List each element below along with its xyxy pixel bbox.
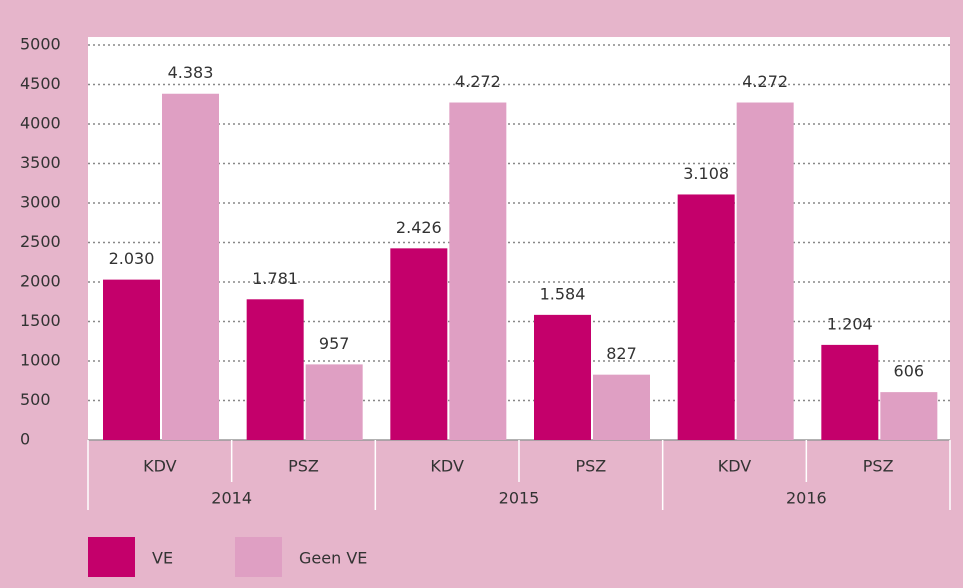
data-label: 3.108 [683, 164, 729, 183]
bar [880, 392, 938, 440]
group-label: 2016 [786, 489, 827, 508]
y-tick-label: 0 [20, 430, 30, 449]
data-label: 4.383 [168, 63, 214, 82]
bar [449, 102, 507, 441]
y-tick-label: 2000 [20, 272, 61, 291]
bar [593, 374, 650, 440]
y-tick-label: 3500 [20, 153, 61, 172]
y-tick-label: 3000 [20, 193, 61, 212]
bar [677, 194, 735, 440]
legend-label: VE [152, 549, 173, 568]
data-label: 4.272 [455, 72, 501, 91]
data-label: 1.584 [540, 284, 586, 303]
y-tick-label: 5000 [20, 35, 61, 54]
data-label: 2.030 [109, 249, 155, 268]
data-label: 957 [319, 334, 350, 353]
bar [390, 248, 448, 440]
y-tick-label: 1000 [20, 351, 61, 370]
legend-label: Geen VE [299, 549, 367, 568]
bar [736, 102, 794, 441]
group-label: 2014 [211, 489, 252, 508]
y-tick-label: 4500 [20, 74, 61, 93]
y-tick-label: 500 [20, 390, 51, 409]
x-tick-label: KDV [143, 457, 177, 476]
bar [821, 344, 879, 440]
data-label: 827 [606, 344, 637, 363]
bar [246, 299, 304, 440]
data-label: 606 [894, 362, 925, 381]
bar [103, 279, 160, 440]
y-tick-label: 1500 [20, 311, 61, 330]
data-label: 2.426 [396, 218, 442, 237]
legend-swatch [235, 537, 282, 577]
x-tick-label: KDV [718, 457, 752, 476]
x-tick-label: PSZ [288, 457, 319, 476]
legend-swatch [88, 537, 135, 577]
bar [534, 314, 591, 440]
x-tick-label: PSZ [863, 457, 894, 476]
plot-area [88, 37, 950, 440]
bar [162, 93, 219, 441]
data-label: 1.781 [252, 269, 298, 288]
bar [305, 364, 363, 440]
group-label: 2015 [499, 489, 540, 508]
x-tick-label: PSZ [575, 457, 606, 476]
x-tick-label: KDV [430, 457, 464, 476]
y-tick-label: 2500 [20, 232, 61, 251]
y-tick-label: 4000 [20, 114, 61, 133]
data-label: 4.272 [742, 72, 788, 91]
data-label: 1.204 [827, 314, 873, 333]
